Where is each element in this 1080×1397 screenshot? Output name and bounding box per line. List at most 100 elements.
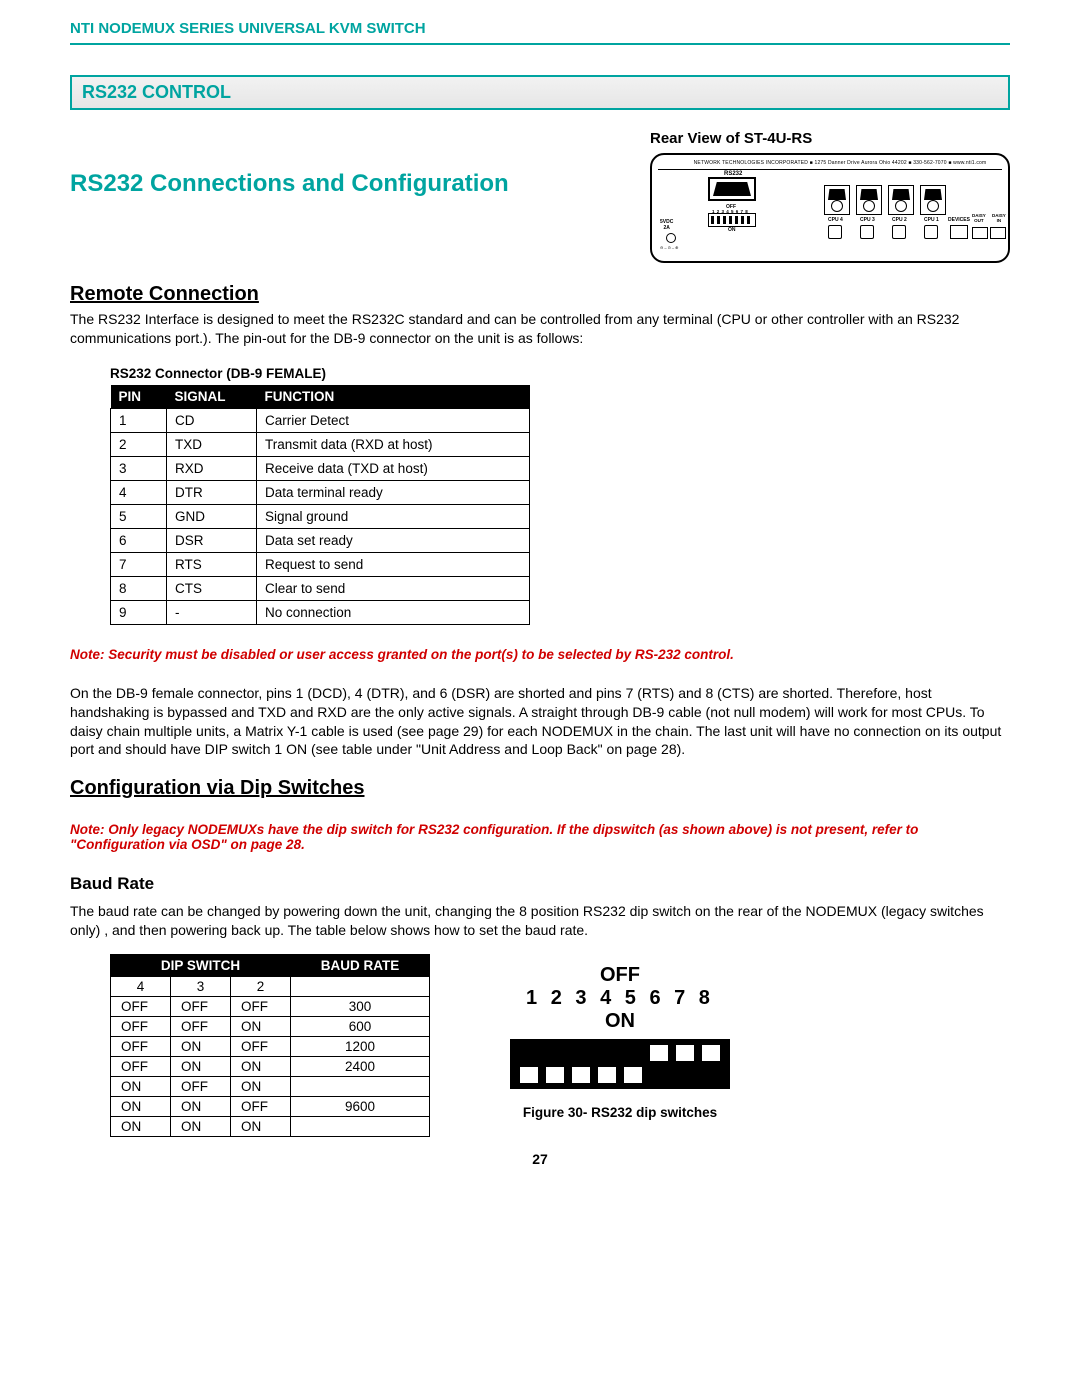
pin-table: PIN SIGNAL FUNCTION 1CDCarrier Detect2TX… — [110, 385, 530, 625]
pin-table-caption: RS232 Connector (DB-9 FEMALE) — [110, 366, 1010, 381]
table-cell: 6 — [111, 528, 167, 552]
baud-sub-2: 2 — [231, 977, 291, 997]
rear-power-icon — [666, 233, 676, 243]
dip-off: OFF — [490, 964, 750, 987]
rear-cpu4: CPU 4 — [828, 217, 843, 223]
table-cell — [291, 1117, 430, 1137]
dip-caption: Figure 30- RS232 dip switches — [490, 1105, 750, 1120]
baud-sub-3: 3 — [171, 977, 231, 997]
rear-devices-icon — [950, 225, 968, 239]
dip-on: ON — [490, 1010, 750, 1033]
rear-daisy-in-icon — [990, 227, 1006, 239]
rear-cpu2-icon — [888, 185, 914, 215]
rear-kbd4-icon — [828, 225, 842, 239]
rear-daisy-out-icon — [972, 227, 988, 239]
table-cell: OFF — [171, 997, 231, 1017]
rear-cpu3: CPU 3 — [860, 217, 875, 223]
dip-figure: OFF 1 2 3 4 5 6 7 8 ON — [490, 964, 750, 1095]
doc-header: NTI NODEMUX SERIES UNIVERSAL KVM SWITCH — [70, 20, 1010, 37]
table-cell: 2400 — [291, 1057, 430, 1077]
rear-kbd1-icon — [924, 225, 938, 239]
pin-th-function: FUNCTION — [257, 385, 530, 409]
main-title: RS232 Connections and Configuration — [70, 170, 630, 198]
table-cell: OFF — [231, 1097, 291, 1117]
baud-table: DIP SWITCH BAUD RATE 4 3 2 OFFOFFOFF300O… — [110, 954, 430, 1137]
table-cell: RTS — [167, 552, 257, 576]
table-cell: TXD — [167, 432, 257, 456]
table-cell: 3 — [111, 456, 167, 480]
table-cell: ON — [171, 1097, 231, 1117]
table-cell: 1200 — [291, 1037, 430, 1057]
page-number: 27 — [70, 1151, 1010, 1167]
rear-view-toptext: NETWORK TECHNOLOGIES INCORPORATED ■ 1275… — [678, 160, 1002, 166]
table-cell: 2 — [111, 432, 167, 456]
table-cell: Transmit data (RXD at host) — [257, 432, 530, 456]
table-cell: DSR — [167, 528, 257, 552]
table-cell: OFF — [231, 1037, 291, 1057]
table-cell: OFF — [171, 1077, 231, 1097]
baud-th-dip: DIP SWITCH — [111, 955, 291, 977]
table-cell: ON — [111, 1097, 171, 1117]
rear-kbd3-icon — [860, 225, 874, 239]
table-cell: 7 — [111, 552, 167, 576]
rear-cpu2: CPU 2 — [892, 217, 907, 223]
baud-sub-empty — [291, 977, 430, 997]
table-cell: OFF — [111, 997, 171, 1017]
baud-th-rate: BAUD RATE — [291, 955, 430, 977]
table-cell: RXD — [167, 456, 257, 480]
table-cell — [291, 1077, 430, 1097]
table-cell: - — [167, 600, 257, 624]
table-cell: No connection — [257, 600, 530, 624]
section-banner: RS232 CONTROL — [70, 75, 1010, 110]
table-cell: Clear to send — [257, 576, 530, 600]
table-cell: ON — [231, 1057, 291, 1077]
rear-daisy-in: DAISY IN — [992, 213, 1006, 223]
rear-view-label: Rear View of ST-4U-RS — [650, 130, 1010, 147]
table-cell: OFF — [231, 997, 291, 1017]
legacy-note: Note: Only legacy NODEMUXs have the dip … — [70, 822, 1010, 852]
rear-view-diagram: NETWORK TECHNOLOGIES INCORPORATED ■ 1275… — [650, 153, 1010, 263]
rear-db9-icon — [708, 177, 756, 201]
rear-pwr-label: 5VDC 2A — [660, 219, 673, 231]
dip-nums: 1 2 3 4 5 6 7 8 — [490, 987, 750, 1010]
table-cell: 9600 — [291, 1097, 430, 1117]
table-cell: ON — [111, 1077, 171, 1097]
table-cell: GND — [167, 504, 257, 528]
table-cell: 8 — [111, 576, 167, 600]
table-cell: 300 — [291, 997, 430, 1017]
rear-dip-icon — [708, 213, 756, 227]
rear-daisy-out: DAISY OUT — [972, 213, 986, 223]
table-cell: ON — [171, 1057, 231, 1077]
table-cell: CD — [167, 408, 257, 432]
header-rule — [70, 43, 1010, 45]
security-note: Note: Security must be disabled or user … — [70, 647, 1010, 662]
pin-th-signal: SIGNAL — [167, 385, 257, 409]
rear-on: ON — [728, 227, 736, 233]
table-cell: ON — [171, 1117, 231, 1137]
table-cell: ON — [231, 1017, 291, 1037]
rear-power-plug: ⊖–⊙–⊕ — [660, 245, 680, 250]
rear-cpu1-icon — [920, 185, 946, 215]
db9-body: On the DB-9 female connector, pins 1 (DC… — [70, 684, 1010, 760]
table-cell: Data set ready — [257, 528, 530, 552]
remote-body: The RS232 Interface is designed to meet … — [70, 310, 1010, 348]
rear-devices: DEVICES — [948, 217, 970, 223]
baud-body: The baud rate can be changed by powering… — [70, 902, 1010, 940]
table-cell: OFF — [111, 1037, 171, 1057]
table-cell: CTS — [167, 576, 257, 600]
rear-kbd2-icon — [892, 225, 906, 239]
table-cell: Request to send — [257, 552, 530, 576]
dip-heading: Configuration via Dip Switches — [70, 777, 1010, 800]
rear-cpu3-icon — [856, 185, 882, 215]
table-cell: OFF — [171, 1017, 231, 1037]
table-cell: OFF — [111, 1057, 171, 1077]
table-cell: ON — [171, 1037, 231, 1057]
table-cell: OFF — [111, 1017, 171, 1037]
table-cell: 600 — [291, 1017, 430, 1037]
pin-th-pin: PIN — [111, 385, 167, 409]
table-cell: ON — [111, 1117, 171, 1137]
table-cell: ON — [231, 1077, 291, 1097]
baud-heading: Baud Rate — [70, 874, 1010, 894]
dip-switch-icon — [510, 1039, 730, 1089]
table-cell: 4 — [111, 480, 167, 504]
